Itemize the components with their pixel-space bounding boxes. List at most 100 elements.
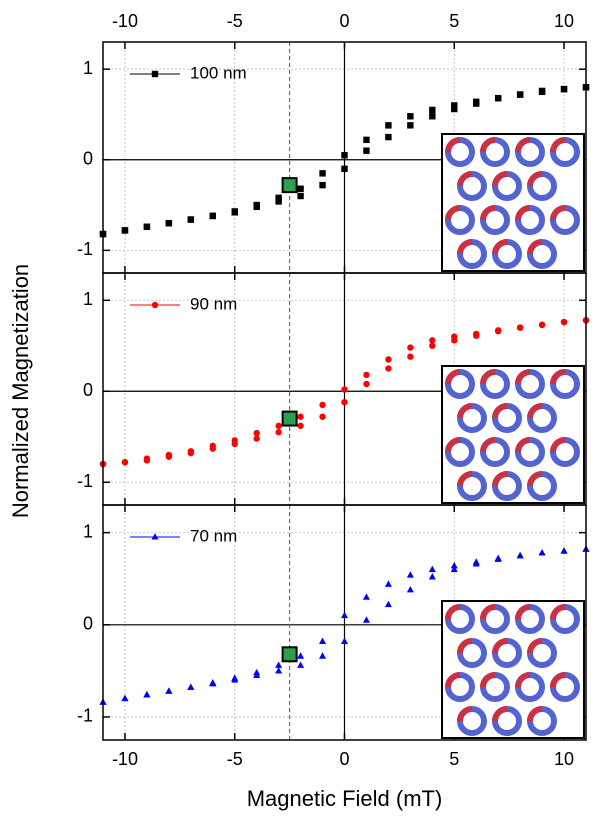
data-point bbox=[341, 638, 348, 644]
data-point bbox=[341, 386, 347, 392]
data-point bbox=[166, 452, 172, 458]
data-point bbox=[429, 566, 436, 572]
data-point bbox=[561, 319, 567, 325]
data-point bbox=[319, 182, 325, 188]
data-point bbox=[253, 202, 259, 208]
data-point bbox=[385, 365, 391, 371]
data-point bbox=[517, 552, 524, 558]
data-point bbox=[363, 148, 369, 154]
data-point bbox=[451, 102, 457, 108]
data-point bbox=[253, 430, 259, 436]
data-point bbox=[385, 134, 391, 140]
x-axis-label: Magnetic Field (mT) bbox=[247, 786, 443, 811]
legend-label: 90 nm bbox=[190, 294, 237, 313]
data-point bbox=[429, 573, 436, 579]
data-point bbox=[297, 662, 304, 668]
data-point bbox=[210, 443, 216, 449]
y-tick-label: -1 bbox=[77, 239, 93, 259]
y-tick-label: 0 bbox=[83, 149, 93, 169]
data-point bbox=[385, 580, 392, 586]
data-point bbox=[517, 324, 523, 330]
x-tick-label: 5 bbox=[449, 11, 459, 31]
y-tick-label: -1 bbox=[77, 471, 93, 491]
y-tick-label: -1 bbox=[77, 706, 93, 726]
data-point bbox=[473, 558, 480, 564]
y-tick-label: 1 bbox=[83, 58, 93, 78]
data-point bbox=[297, 186, 303, 192]
data-point bbox=[319, 652, 326, 658]
chart: -10-50510-101100 nm-10190 nmNormalized M… bbox=[0, 0, 596, 818]
data-point bbox=[231, 674, 238, 680]
data-point bbox=[363, 616, 370, 622]
legend-marker bbox=[152, 302, 158, 308]
data-point bbox=[341, 166, 347, 172]
data-point bbox=[473, 99, 479, 105]
data-point bbox=[297, 414, 303, 420]
data-point bbox=[517, 91, 523, 97]
data-point bbox=[429, 107, 435, 113]
data-point bbox=[166, 220, 172, 226]
legend-marker bbox=[151, 533, 158, 539]
data-point bbox=[407, 586, 414, 592]
data-point bbox=[451, 562, 458, 568]
data-point bbox=[144, 224, 150, 230]
data-point bbox=[539, 89, 545, 95]
highlight-point bbox=[283, 178, 297, 192]
data-point bbox=[407, 122, 413, 128]
y-tick-label: 0 bbox=[83, 380, 93, 400]
y-axis-label: Normalized Magnetization bbox=[8, 264, 33, 518]
data-point bbox=[341, 612, 348, 618]
x-tick-label: -10 bbox=[112, 11, 138, 31]
data-point bbox=[297, 652, 304, 658]
data-point bbox=[561, 547, 568, 553]
data-point bbox=[144, 455, 150, 461]
data-point bbox=[407, 354, 413, 360]
data-point bbox=[495, 327, 501, 333]
data-point bbox=[451, 333, 457, 339]
data-point bbox=[539, 549, 546, 555]
highlight-point bbox=[283, 647, 297, 661]
data-point bbox=[275, 667, 282, 673]
x-tick-label: -5 bbox=[227, 749, 243, 769]
data-point bbox=[341, 399, 347, 405]
data-point bbox=[297, 193, 303, 199]
data-point bbox=[407, 113, 413, 119]
data-point bbox=[561, 86, 567, 92]
data-point bbox=[253, 669, 260, 675]
data-point bbox=[232, 437, 238, 443]
data-point bbox=[341, 152, 347, 158]
data-point bbox=[232, 208, 238, 214]
data-point bbox=[165, 687, 172, 693]
data-point bbox=[188, 448, 194, 454]
data-point bbox=[319, 414, 325, 420]
x-tick-label: 10 bbox=[554, 11, 574, 31]
data-point bbox=[385, 122, 391, 128]
data-point bbox=[210, 213, 216, 219]
data-point bbox=[275, 195, 281, 201]
legend-marker bbox=[152, 71, 158, 77]
data-point bbox=[297, 423, 303, 429]
x-tick-label: -10 bbox=[112, 749, 138, 769]
x-tick-label: -5 bbox=[227, 11, 243, 31]
data-point bbox=[253, 435, 259, 441]
legend-label: 100 nm bbox=[190, 63, 247, 82]
data-point bbox=[188, 216, 194, 222]
x-tick-label: 5 bbox=[449, 749, 459, 769]
y-tick-label: 1 bbox=[83, 521, 93, 541]
data-point bbox=[363, 137, 369, 143]
data-point bbox=[407, 344, 413, 350]
data-point bbox=[385, 356, 391, 362]
legend-label: 70 nm bbox=[190, 526, 237, 545]
highlight-point bbox=[283, 412, 297, 426]
data-point bbox=[275, 429, 281, 435]
data-point bbox=[539, 322, 545, 328]
data-point bbox=[363, 381, 369, 387]
data-point bbox=[143, 691, 150, 697]
data-point bbox=[473, 331, 479, 337]
x-tick-label: 0 bbox=[339, 11, 349, 31]
data-point bbox=[319, 638, 326, 644]
data-point bbox=[209, 679, 216, 685]
data-point bbox=[275, 423, 281, 429]
data-point bbox=[429, 113, 435, 119]
data-point bbox=[122, 459, 128, 465]
